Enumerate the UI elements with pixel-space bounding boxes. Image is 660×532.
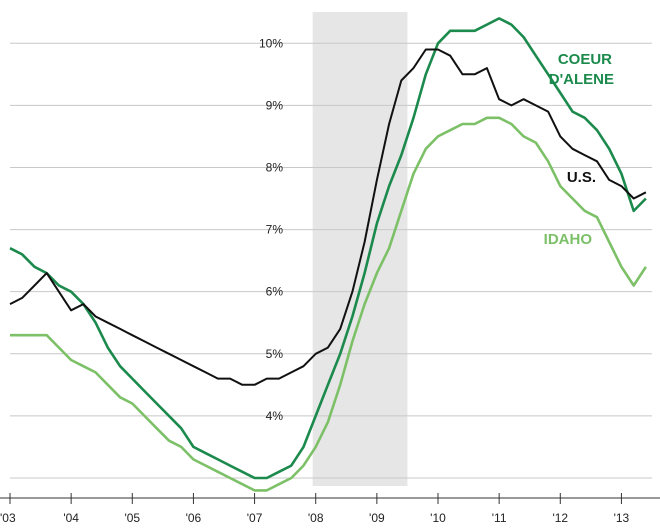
y-tick-label: 9% bbox=[266, 98, 284, 112]
x-tick-label: '08 bbox=[308, 511, 324, 525]
y-tick-labels: 4% 5% 6% 7% 8% 9% 10% bbox=[259, 36, 283, 423]
series-label-coeur: COEUR bbox=[558, 51, 612, 68]
recession-band-layer bbox=[312, 12, 408, 486]
series-label-coeur-line2: D'ALENE bbox=[549, 71, 614, 88]
series-line-us bbox=[9, 48, 647, 386]
gridlines bbox=[10, 42, 652, 479]
x-tick-label: '05 bbox=[124, 511, 140, 525]
y-tick-label: 7% bbox=[266, 223, 284, 237]
x-tick-label: '12 bbox=[552, 511, 568, 525]
x-axis: '03 '04 '05 '06 '07 '08 '09 '10 '11 '12 '13 bbox=[0, 493, 660, 525]
y-tick-label: 4% bbox=[266, 409, 284, 423]
series-label-us: U.S. bbox=[567, 169, 596, 186]
x-tick-label: '03 bbox=[0, 511, 16, 525]
x-tick-label: '09 bbox=[369, 511, 385, 525]
series-label-idaho: IDAHO bbox=[544, 231, 593, 248]
y-tick-label: 5% bbox=[266, 347, 284, 361]
x-tick-label: '07 bbox=[247, 511, 263, 525]
x-tick-label: '11 bbox=[492, 511, 507, 525]
series-lines bbox=[9, 17, 647, 492]
series-line-coeur bbox=[9, 17, 647, 480]
x-tick-label: '13 bbox=[614, 511, 630, 525]
series-labels: COEUR D'ALENE U.S. IDAHO bbox=[544, 51, 614, 248]
y-tick-label: 10% bbox=[259, 36, 283, 50]
series-line-idaho bbox=[10, 116, 647, 492]
x-tick-label: '06 bbox=[186, 511, 202, 525]
recession-band bbox=[312, 12, 408, 486]
y-tick-label: 8% bbox=[266, 160, 284, 174]
x-tick-label: '04 bbox=[63, 511, 79, 525]
x-tick-label: '10 bbox=[430, 511, 446, 525]
y-tick-label: 6% bbox=[266, 285, 284, 299]
